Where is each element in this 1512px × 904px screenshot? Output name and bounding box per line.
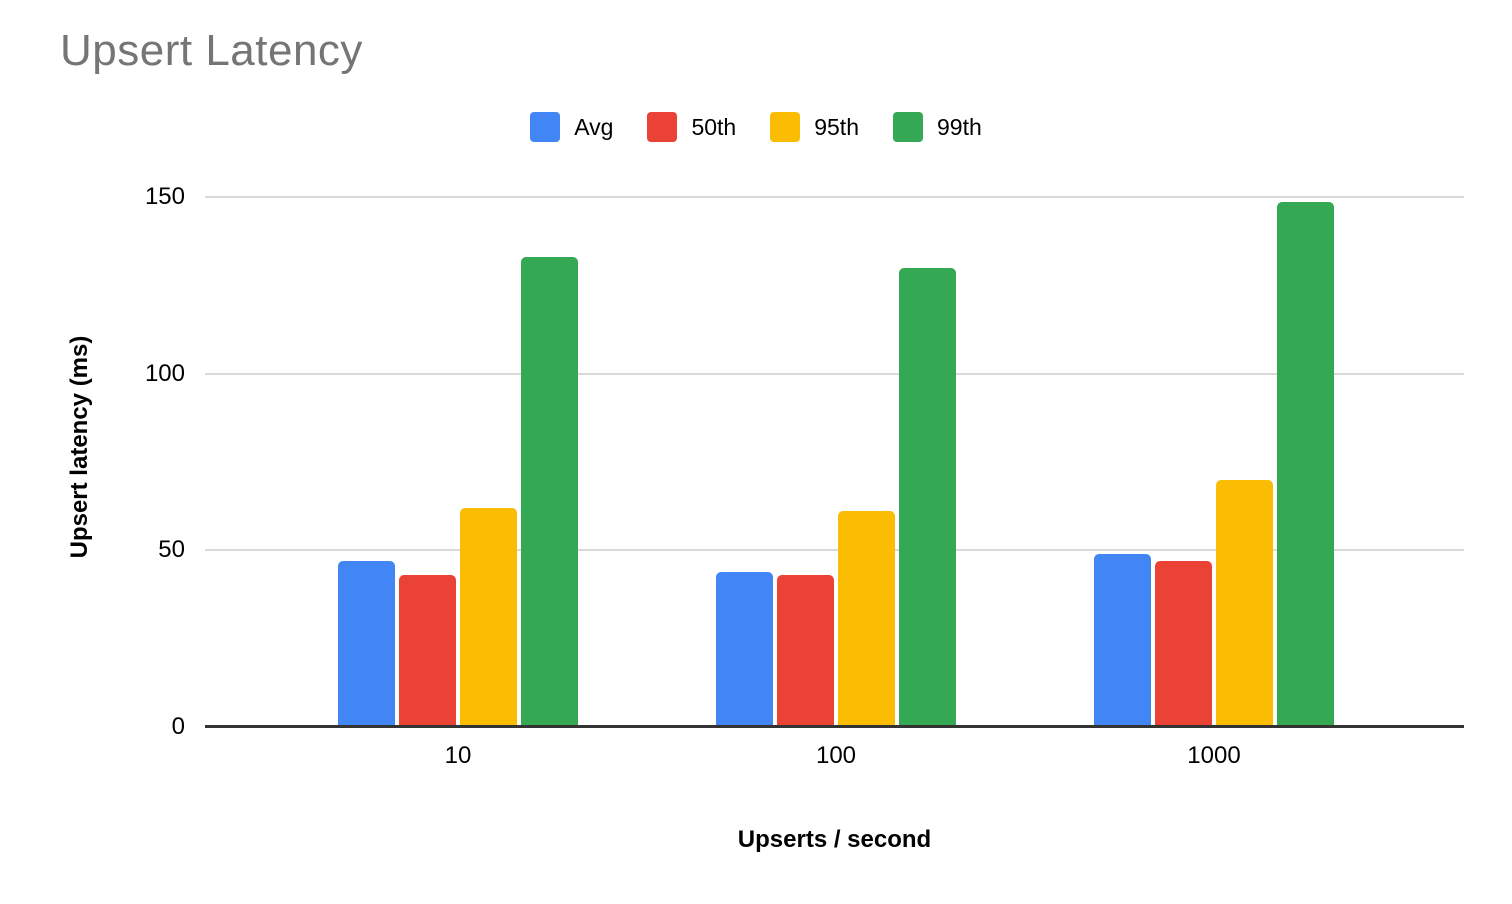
x-tick-label-10: 10	[444, 742, 472, 769]
x-tick-label-100: 100	[815, 742, 857, 769]
legend-label: 99th	[936, 113, 982, 140]
legend-label: 95th	[814, 113, 859, 140]
legend-item-95th: 95th	[770, 112, 859, 142]
bar-avg-10	[338, 560, 395, 727]
bar-95th-100	[838, 511, 895, 727]
legend-item-99th: 99th	[892, 112, 982, 142]
x-axis-tick-labels: 10 100 1000	[269, 742, 1403, 770]
bar-avg-1000	[1094, 553, 1151, 727]
chart-title: Upsert Latency	[60, 26, 363, 75]
bar-50th-1000	[1155, 560, 1212, 727]
x-axis-baseline	[205, 725, 1464, 728]
bar-groups	[269, 197, 1403, 727]
bar-group-100	[647, 197, 1025, 727]
y-axis-title: Upsert latency (ms)	[66, 335, 93, 559]
bar-95th-10	[460, 507, 517, 727]
y-tick-label-150: 150	[144, 183, 185, 210]
legend-swatch-95th	[770, 112, 801, 142]
legend-swatch-50th	[647, 112, 678, 142]
gridline-100	[205, 372, 1464, 375]
bar-group-10	[269, 197, 647, 727]
bar-99th-100	[899, 267, 956, 727]
legend-label: Avg	[574, 113, 614, 140]
legend-item-50th: 50th	[647, 112, 736, 142]
bar-50th-100	[777, 575, 834, 727]
bar-group-1000	[1025, 197, 1403, 727]
plot-area	[205, 196, 1464, 728]
legend-swatch-avg	[530, 112, 561, 142]
legend-label: 50th	[691, 113, 737, 140]
legend-item-avg: Avg	[530, 112, 613, 142]
gridline-50	[205, 549, 1464, 552]
bar-99th-10	[521, 257, 578, 727]
y-tick-label-0: 0	[171, 713, 185, 740]
y-axis-tick-labels: 0 50 100 150	[0, 185, 185, 739]
x-axis-title: Upserts / second	[737, 826, 932, 853]
x-tick-label-1000: 1000	[1187, 742, 1241, 769]
bar-50th-10	[399, 575, 456, 727]
y-tick-label-100: 100	[144, 359, 185, 387]
bar-99th-1000	[1277, 202, 1334, 727]
bar-avg-100	[716, 571, 773, 727]
legend: Avg 50th 95th 99th	[0, 112, 1512, 142]
legend-swatch-99th	[892, 112, 923, 142]
y-tick-label-50: 50	[158, 536, 185, 564]
bar-95th-1000	[1216, 479, 1273, 727]
gridline-150	[205, 196, 1464, 198]
